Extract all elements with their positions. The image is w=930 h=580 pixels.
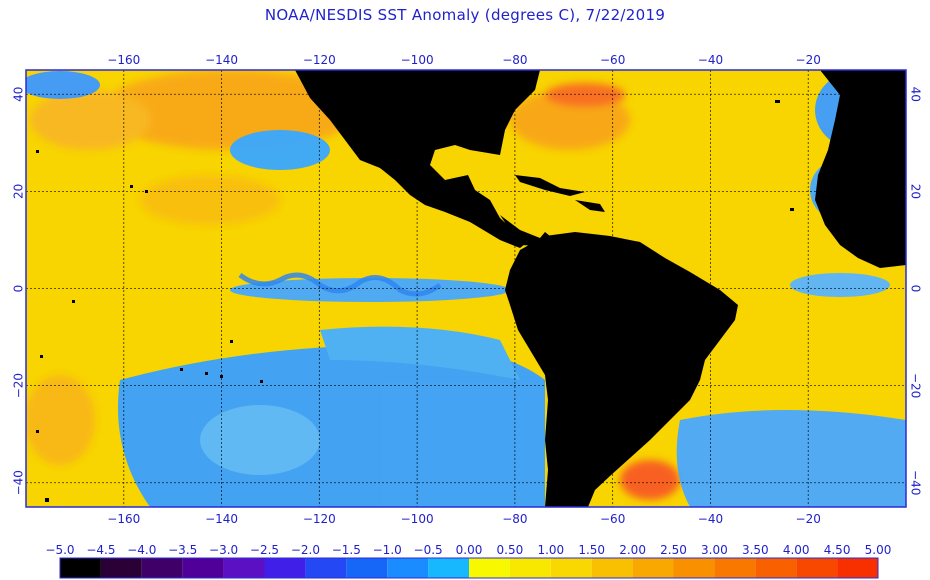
colorbar-label: 0.00 — [456, 543, 483, 557]
colorbar-label: −0.5 — [414, 543, 443, 557]
lon-tick-label-bottom: −160 — [107, 512, 140, 526]
lon-tick-label-bottom: −60 — [600, 512, 625, 526]
colorbar-label: 4.50 — [824, 543, 851, 557]
colorbar-swatch — [305, 558, 347, 578]
lon-tick-label-top: −80 — [502, 53, 527, 67]
lat-tick-label-left: −20 — [12, 373, 26, 398]
warm-anomaly-regions — [26, 70, 680, 500]
lon-tick-label-top: −20 — [796, 53, 821, 67]
colorbar-label: −2.0 — [291, 543, 320, 557]
colorbar-label: 0.50 — [497, 543, 524, 557]
lat-tick-label-left: 40 — [12, 87, 26, 102]
colorbar-label: 5.00 — [865, 543, 892, 557]
colorbar-frame — [59, 557, 879, 579]
colorbar-swatch — [469, 558, 510, 578]
lon-tick-label-top: −160 — [107, 53, 140, 67]
colorbar-label: −1.0 — [373, 543, 402, 557]
colorbar-label: −4.0 — [127, 543, 156, 557]
lon-tick-label-top: −40 — [698, 53, 723, 67]
colorbar-label: −1.5 — [332, 543, 361, 557]
colorbar-swatch — [837, 558, 878, 578]
graticule — [26, 70, 906, 507]
lat-tick-label-right: 0 — [909, 285, 923, 293]
colorbar-label: 2.00 — [619, 543, 646, 557]
lat-tick-label-right: −20 — [909, 373, 923, 398]
lon-tick-label-top: −120 — [303, 53, 336, 67]
lon-tick-label-bottom: −80 — [502, 512, 527, 526]
lon-tick-label-bottom: −20 — [796, 512, 821, 526]
colorbar-swatch — [591, 558, 633, 578]
colorbar-label: −2.5 — [250, 543, 279, 557]
colorbar-swatch — [509, 558, 551, 578]
lat-tick-label-right: 20 — [909, 184, 923, 199]
colorbar-swatch — [714, 558, 756, 578]
lon-tick-label-bottom: −100 — [401, 512, 434, 526]
colorbar-swatch — [223, 558, 265, 578]
colorbar-label: −3.5 — [168, 543, 197, 557]
map-frame — [25, 69, 907, 508]
colorbar-swatch — [428, 558, 469, 578]
map-title: NOAA/NESDIS SST Anomaly (degrees C), 7/2… — [264, 6, 666, 24]
colorbar-label: 3.50 — [742, 543, 769, 557]
land-masses — [295, 70, 906, 507]
lon-tick-label-top: −60 — [600, 53, 625, 67]
colorbar-swatch — [673, 558, 715, 578]
colorbar-swatch — [550, 558, 592, 578]
colorbar: −5.0 −4.5 −4.0 −3.5 −3.0 −2.5 −2.0 −1.5 −1.0 −0.5… — [45, 543, 892, 579]
colorbar-label: 1.50 — [578, 543, 605, 557]
lon-tick-label-bottom: −140 — [205, 512, 238, 526]
colorbar-swatch — [264, 558, 306, 578]
colorbar-swatch — [141, 558, 183, 578]
colorbar-label: 1.00 — [537, 543, 564, 557]
colorbar-swatch — [60, 558, 101, 578]
lon-tick-label-bottom: −40 — [698, 512, 723, 526]
lat-tick-label-right: −40 — [909, 470, 923, 495]
colorbar-label: 4.00 — [783, 543, 810, 557]
lat-tick-label-left: 20 — [12, 184, 26, 199]
colorbar-swatch — [755, 558, 797, 578]
colorbar-swatch — [387, 558, 429, 578]
lon-tick-label-top: −140 — [205, 53, 238, 67]
lon-tick-label-top: −100 — [401, 53, 434, 67]
instability-waves — [238, 272, 442, 297]
colorbar-swatch — [632, 558, 674, 578]
colorbar-swatch — [796, 558, 838, 578]
colorbar-swatch — [100, 558, 142, 578]
lat-tick-label-left: 0 — [12, 285, 26, 293]
colorbar-label: −4.5 — [86, 543, 115, 557]
colorbar-label: 3.00 — [701, 543, 728, 557]
lon-tick-label-bottom: −120 — [303, 512, 336, 526]
lat-tick-label-right: 40 — [909, 87, 923, 102]
axis-ticks: −160 −160 −140 −140 −120 −120 −100 −100 −80 −80 −6… — [12, 53, 923, 526]
colorbar-swatch — [182, 558, 224, 578]
colorbar-label: −3.0 — [209, 543, 238, 557]
lat-tick-label-left: −40 — [12, 470, 26, 495]
colorbar-label: −5.0 — [45, 543, 74, 557]
colorbar-label: 2.50 — [660, 543, 687, 557]
colorbar-swatch — [346, 558, 388, 578]
